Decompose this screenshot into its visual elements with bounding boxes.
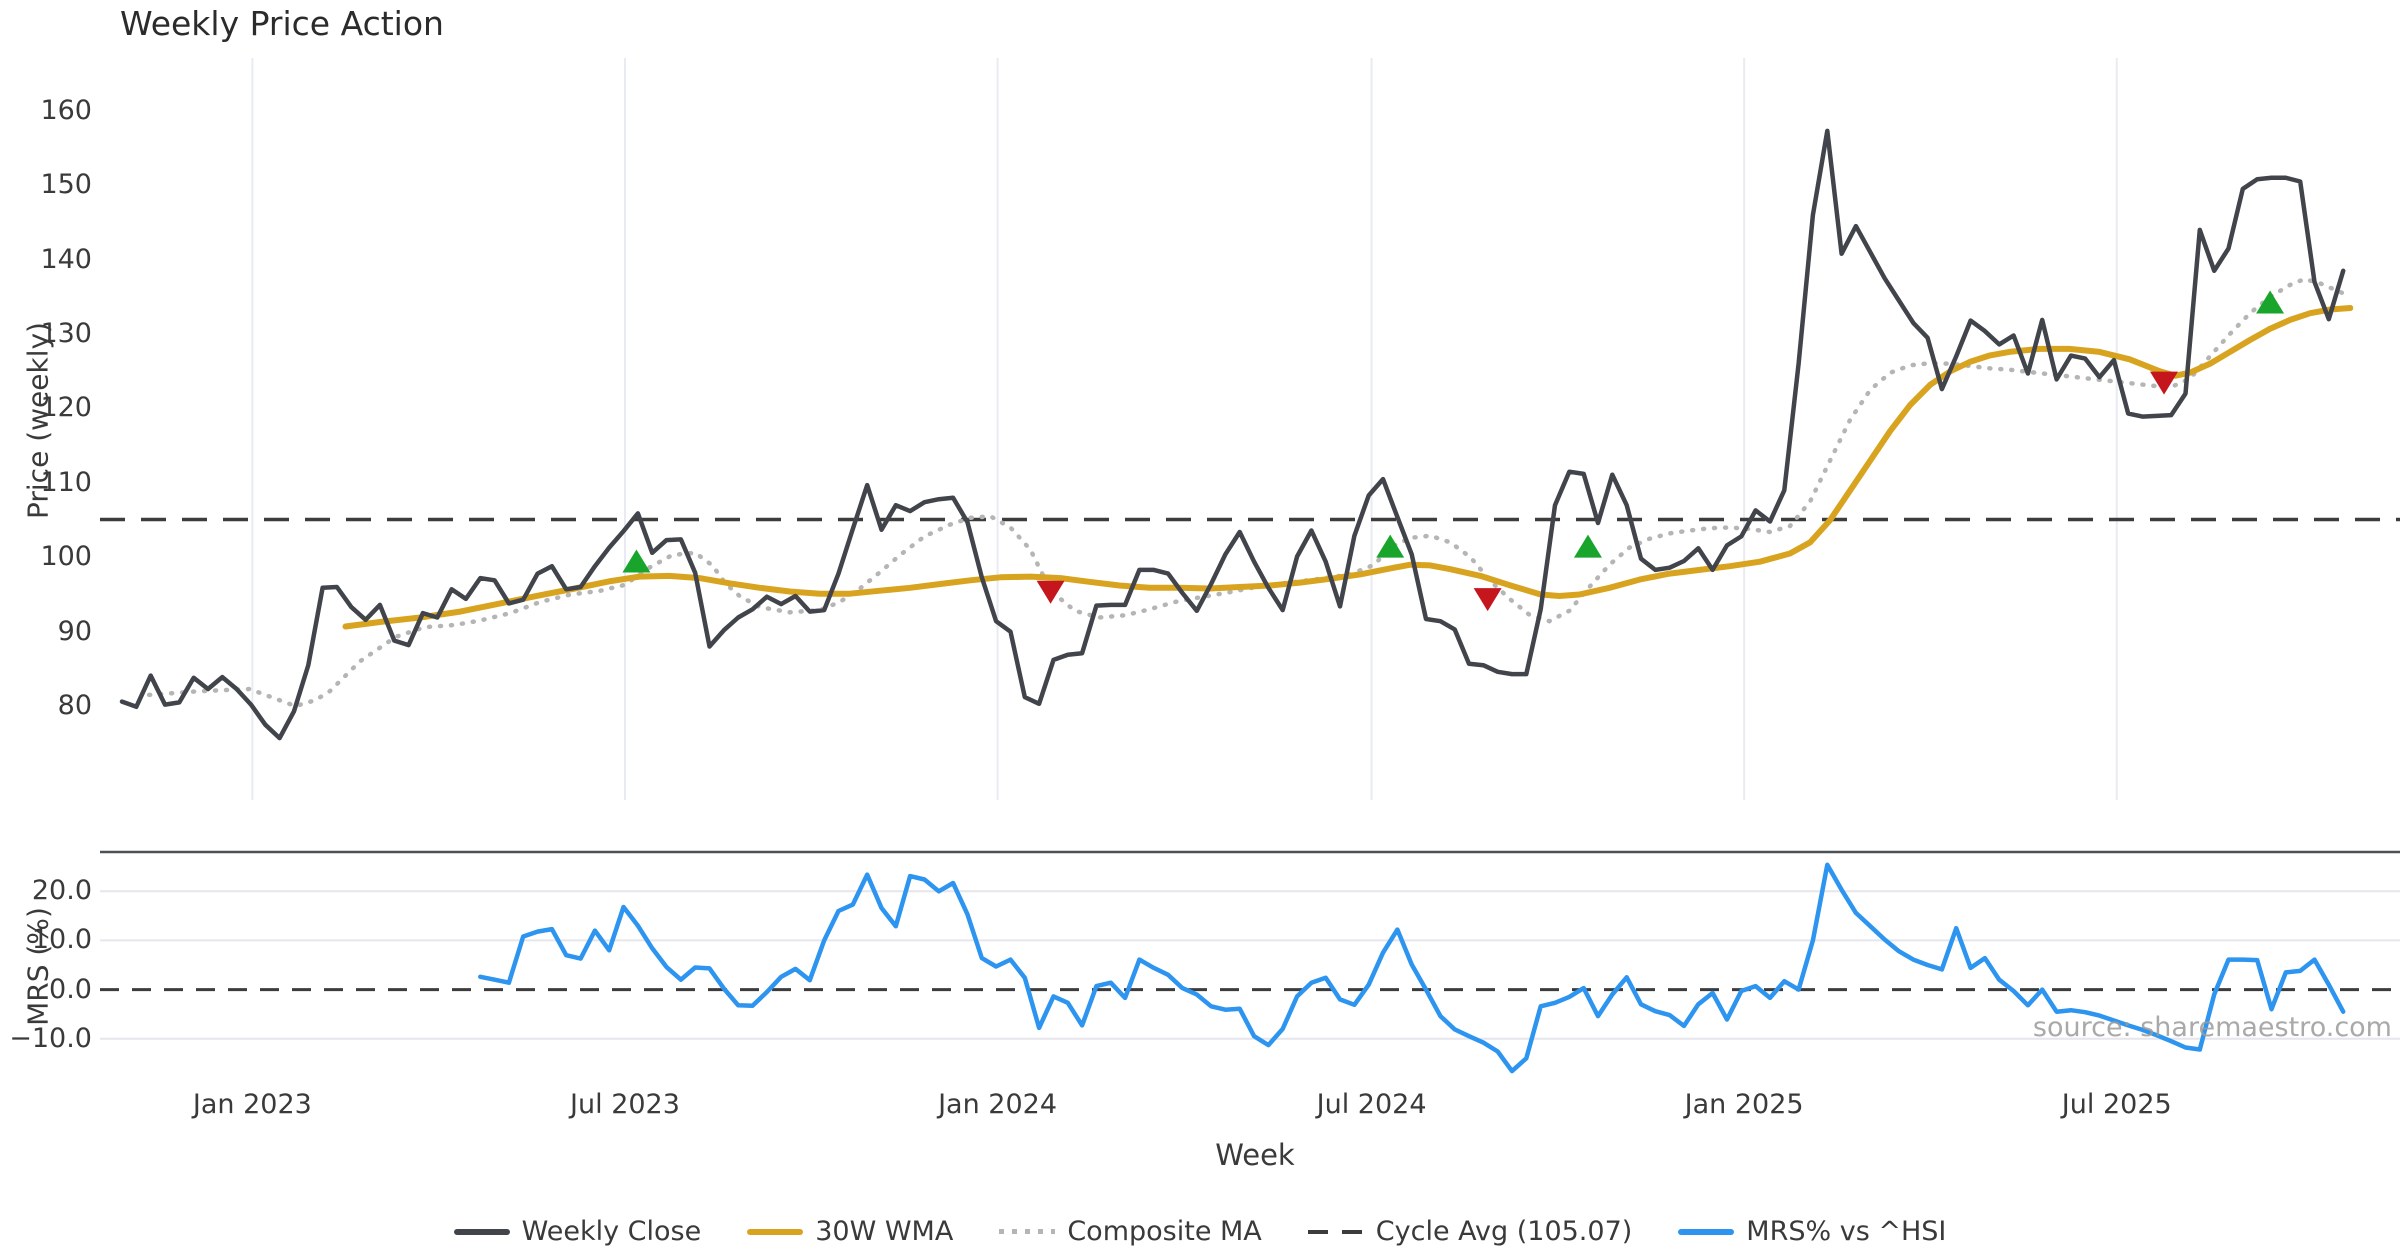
chart-title: Weekly Price Action bbox=[120, 4, 444, 43]
ytick-label: 160 bbox=[40, 94, 92, 126]
ytick-label: 150 bbox=[40, 169, 92, 201]
ytick-label: 110 bbox=[40, 466, 92, 498]
legend-item-mrs: MRS% vs ^HSI bbox=[1678, 1216, 1946, 1247]
ytick-label: 80 bbox=[57, 690, 92, 722]
buy-signal-markers bbox=[622, 290, 2285, 573]
xtick-label: Jul 2023 bbox=[570, 1089, 680, 1120]
x-axis-label: Week bbox=[1215, 1138, 1295, 1172]
xtick-label: Jul 2025 bbox=[2061, 1089, 2172, 1120]
legend-label: MRS% vs ^HSI bbox=[1746, 1216, 1947, 1247]
ytick-label: 140 bbox=[40, 243, 92, 275]
mrs-line-swatch bbox=[1678, 1228, 1735, 1235]
ytick-label: 10.0 bbox=[31, 924, 92, 956]
weekly-close-line bbox=[119, 128, 2346, 741]
sell-signal-markers bbox=[1036, 371, 2179, 612]
weekly-close-line-swatch bbox=[453, 1228, 510, 1235]
mrs-gridlines bbox=[100, 890, 2400, 1040]
mrs-line bbox=[478, 862, 2346, 1074]
xtick-label: Jan 2025 bbox=[1684, 1089, 1804, 1120]
source-note: source: sharemaestro.com bbox=[2032, 1012, 2392, 1043]
legend-item-wma30: 30W WMA bbox=[747, 1216, 953, 1247]
wma30-line bbox=[342, 305, 2354, 630]
legend-label: Cycle Avg (105.07) bbox=[1375, 1216, 1633, 1247]
ytick-label: 120 bbox=[40, 392, 92, 424]
legend-label: Weekly Close bbox=[521, 1216, 702, 1247]
legend-label: Composite MA bbox=[1067, 1216, 1262, 1247]
ytick-label: −10.0 bbox=[9, 1022, 92, 1054]
legend-item-cycle-avg: Cycle Avg (105.07) bbox=[1307, 1216, 1633, 1247]
xtick-label: Jul 2024 bbox=[1316, 1089, 1427, 1120]
legend-item-composite: Composite MA bbox=[999, 1216, 1262, 1247]
xtick-label: Jan 2023 bbox=[192, 1089, 312, 1120]
composite-ma-line-swatch bbox=[999, 1229, 1056, 1234]
vertical-gridlines bbox=[251, 58, 2118, 800]
xtick-label: Jan 2024 bbox=[938, 1089, 1058, 1120]
ytick-label: 0.0 bbox=[49, 973, 92, 1005]
legend: Weekly Close 30W WMA Composite MA Cycle … bbox=[0, 1216, 2400, 1247]
ytick-label: 90 bbox=[57, 615, 92, 647]
cycle-avg-line-swatch bbox=[1307, 1229, 1364, 1234]
ytick-label: 20.0 bbox=[31, 875, 92, 907]
legend-label: 30W WMA bbox=[815, 1216, 954, 1247]
ytick-label: 130 bbox=[40, 318, 92, 350]
wma30-line-swatch bbox=[747, 1228, 804, 1235]
ytick-label: 100 bbox=[40, 541, 92, 573]
legend-item-weekly-close: Weekly Close bbox=[453, 1216, 702, 1247]
